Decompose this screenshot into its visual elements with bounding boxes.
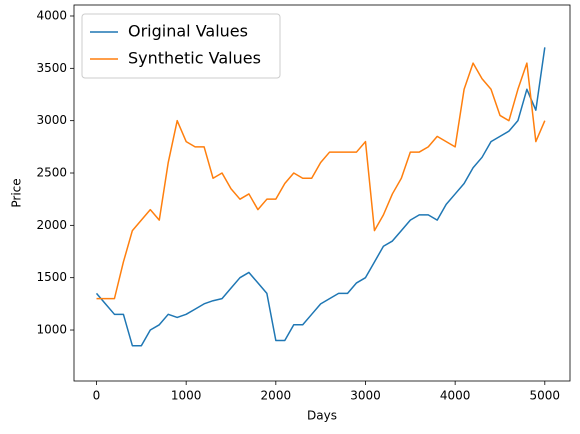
legend: Original Values Synthetic Values [81,13,281,79]
x-tick-label: 5000 [530,389,561,403]
x-tick-label: 1000 [171,389,202,403]
legend-label: Original Values [128,22,248,41]
axes-frame [73,4,571,382]
y-tick-label: 2000 [36,218,67,232]
x-tick-label: 3000 [350,389,381,403]
line-series [95,47,546,347]
y-tick-label: 1500 [36,270,67,284]
y-tick-label: 3000 [36,113,67,127]
legend-box [81,13,281,79]
y-tick-label: 4000 [36,8,67,22]
x-tick-label: 4000 [440,389,471,403]
x-tick-label: 0 [93,389,101,403]
y-tick-label: 1000 [36,323,67,337]
x-tick-label: 2000 [261,389,292,403]
legend-label: Synthetic Values [128,49,261,68]
x-axis-label: Days [307,409,337,423]
y-axis-label: Price [10,178,24,207]
line-series [96,62,546,300]
y-tick-label: 3500 [36,61,67,75]
y-tick-label: 2500 [36,166,67,180]
